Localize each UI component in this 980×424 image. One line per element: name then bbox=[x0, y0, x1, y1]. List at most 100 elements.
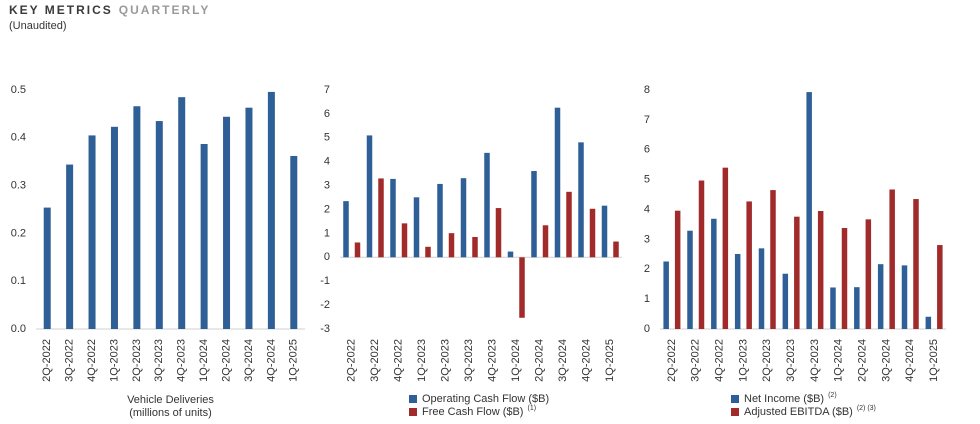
legend-label: Free Cash Flow ($B) bbox=[422, 406, 523, 418]
x-tick-label: 3Q-2024 bbox=[557, 339, 569, 382]
x-tick-label: 4Q-2022 bbox=[86, 339, 98, 382]
bar bbox=[937, 245, 943, 329]
x-tick-label: 4Q-2024 bbox=[581, 339, 593, 382]
x-tick-label: 1Q-2023 bbox=[108, 339, 120, 382]
bar bbox=[554, 107, 561, 258]
bar bbox=[578, 142, 584, 258]
x-tick-label: 3Q-2022 bbox=[64, 339, 76, 382]
bar bbox=[746, 201, 752, 329]
x-tick-label: 3Q-2024 bbox=[243, 339, 255, 382]
x-tick-label: 4Q-2023 bbox=[809, 339, 821, 382]
bar bbox=[401, 223, 408, 258]
x-tick-label: 2Q-2024 bbox=[856, 339, 868, 382]
x-axis-label: Vehicle Deliveries bbox=[127, 394, 214, 406]
x-tick-label: 2Q-2022 bbox=[666, 339, 678, 382]
bar bbox=[495, 208, 502, 258]
y-tick-label: 7 bbox=[644, 114, 650, 126]
legend-entry: Free Cash Flow ($B) (1) bbox=[422, 405, 536, 418]
title: KEY METRICS QUARTERLY bbox=[9, 3, 210, 17]
x-tick-label: 3Q-2022 bbox=[690, 339, 702, 382]
x-tick-label: 1Q-2023 bbox=[416, 339, 428, 382]
bar bbox=[734, 254, 741, 329]
y-tick-label: 3 bbox=[324, 180, 330, 192]
x-tick-label: 3Q-2024 bbox=[880, 339, 892, 382]
bar bbox=[460, 178, 467, 258]
y-tick-label: 5 bbox=[644, 174, 650, 186]
bar bbox=[877, 264, 884, 329]
x-tick-label: 4Q-2024 bbox=[904, 339, 916, 382]
x-axis-label: (millions of units) bbox=[129, 407, 212, 419]
bar bbox=[889, 189, 895, 329]
bar bbox=[722, 167, 729, 329]
y-tick-label: 7 bbox=[324, 84, 330, 96]
bar bbox=[925, 316, 932, 329]
x-tick-label: 1Q-2025 bbox=[928, 339, 940, 382]
bar bbox=[88, 135, 96, 329]
y-tick-label: 0.2 bbox=[11, 227, 26, 239]
bar bbox=[110, 126, 118, 329]
x-tick-label: 3Q-2022 bbox=[369, 339, 381, 382]
legend-swatch bbox=[731, 395, 739, 403]
legend-note: (2) bbox=[828, 392, 837, 399]
y-tick-label: 6 bbox=[324, 108, 330, 120]
bar bbox=[178, 97, 186, 329]
y-tick-label: 6 bbox=[644, 144, 650, 156]
x-tick-label: 4Q-2024 bbox=[265, 339, 277, 382]
y-tick-label: 2 bbox=[644, 263, 650, 275]
x-tick-label: 4Q-2022 bbox=[713, 339, 725, 382]
bar bbox=[758, 248, 765, 329]
bar bbox=[484, 152, 490, 258]
x-tick-label: 2Q-2023 bbox=[761, 339, 773, 382]
bar bbox=[413, 197, 420, 258]
y-tick-label: 0 bbox=[644, 323, 650, 335]
y-tick-label: 8 bbox=[644, 84, 650, 96]
x-tick-label: 4Q-2023 bbox=[176, 339, 188, 382]
x-tick-label: 2Q-2022 bbox=[346, 339, 358, 382]
bar bbox=[155, 121, 163, 329]
bar bbox=[531, 171, 537, 258]
legend-swatch bbox=[409, 395, 417, 403]
x-tick-label: 3Q-2023 bbox=[153, 339, 165, 382]
x-tick-label: 1Q-2024 bbox=[833, 339, 845, 382]
legend-swatch bbox=[731, 408, 739, 416]
y-tick-label: 2 bbox=[324, 203, 330, 215]
y-tick-label: 1 bbox=[644, 293, 650, 305]
legend-entry: Adjusted EBITDA ($B) (2) (3) bbox=[744, 405, 876, 418]
bar bbox=[519, 257, 525, 318]
legend-note: (1) bbox=[527, 405, 536, 412]
y-tick-label: -2 bbox=[320, 299, 330, 311]
x-tick-label: 1Q-2024 bbox=[198, 339, 210, 382]
x-tick-label: 2Q-2024 bbox=[534, 339, 546, 382]
bar bbox=[566, 191, 572, 258]
y-tick-label: 5 bbox=[324, 132, 330, 144]
bar bbox=[913, 199, 919, 329]
x-tick-label: 1Q-2024 bbox=[510, 339, 522, 382]
y-tick-label: 1 bbox=[324, 227, 330, 239]
y-tick-label: 3 bbox=[644, 233, 650, 245]
bar bbox=[448, 233, 455, 258]
y-tick-label: 0.3 bbox=[11, 180, 26, 192]
x-tick-label: 3Q-2023 bbox=[463, 339, 475, 382]
x-tick-label: 2Q-2023 bbox=[440, 339, 452, 382]
x-tick-label: 2Q-2024 bbox=[220, 339, 232, 382]
bar bbox=[854, 287, 860, 329]
x-tick-label: 4Q-2023 bbox=[487, 339, 499, 382]
legend-label: Net Income ($B) bbox=[744, 393, 824, 405]
bar bbox=[542, 225, 549, 258]
y-tick-label: 0.0 bbox=[11, 323, 26, 335]
bar bbox=[782, 273, 789, 329]
bar bbox=[425, 246, 431, 258]
title-bold: KEY METRICS bbox=[9, 3, 113, 17]
y-tick-label: -1 bbox=[320, 275, 330, 287]
legend-note: (2) (3) bbox=[857, 405, 876, 412]
bar bbox=[589, 208, 596, 258]
y-tick-label: 4 bbox=[644, 203, 650, 215]
y-tick-label: 0.1 bbox=[11, 275, 26, 287]
bar bbox=[245, 107, 253, 329]
bar bbox=[267, 91, 275, 329]
y-tick-label: 4 bbox=[324, 156, 330, 168]
bar bbox=[698, 180, 705, 329]
bar bbox=[711, 218, 717, 329]
bar bbox=[200, 144, 208, 329]
y-tick-label: -3 bbox=[320, 323, 330, 335]
